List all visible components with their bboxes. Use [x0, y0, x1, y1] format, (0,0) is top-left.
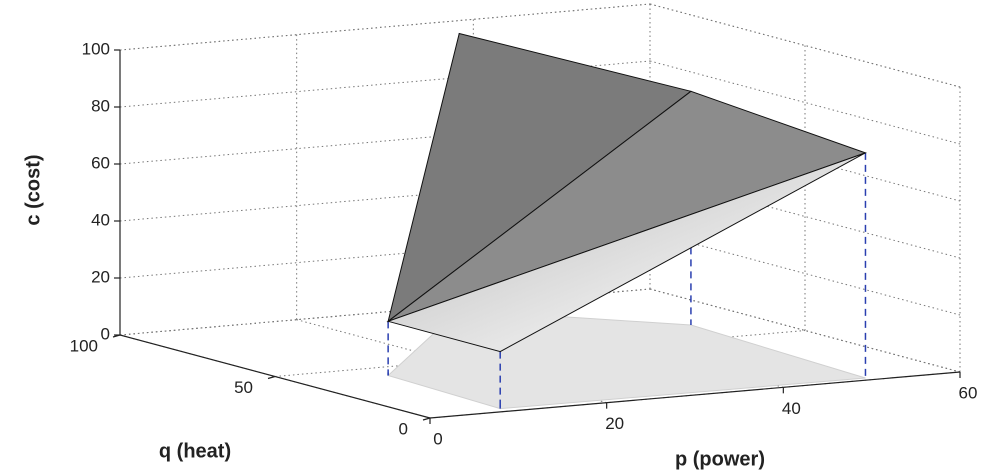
z-tick-label: 80 [91, 96, 110, 115]
z-tick-label: 40 [91, 210, 110, 229]
z-tick-label: 100 [82, 39, 110, 58]
grid-line [119, 3, 651, 51]
tick-mark [267, 375, 276, 380]
x-axis [429, 371, 961, 419]
x-tick-label: 60 [959, 383, 978, 402]
y-axis-label: q (heat) [159, 440, 231, 462]
z-axis-label: c (cost) [22, 154, 44, 225]
y-tick-label: 50 [234, 378, 253, 397]
grid-line [119, 60, 651, 108]
y-tick-label: 100 [70, 336, 98, 355]
x-axis-label: p (power) [675, 448, 765, 470]
grid-line [119, 231, 651, 279]
y-tick-label: 0 [399, 419, 408, 438]
tick-mark [422, 417, 431, 421]
x-tick-label: 0 [433, 429, 442, 448]
surface-face [386, 152, 866, 353]
grid-line [119, 117, 651, 165]
x-tick-label: 20 [605, 414, 624, 433]
z-tick-label: 60 [91, 153, 110, 172]
z-tick-label: 20 [91, 267, 110, 286]
z-tick-label: 0 [101, 324, 110, 343]
grid-line [119, 288, 651, 336]
y-axis [119, 334, 431, 419]
grid-line [119, 174, 651, 222]
x-tick-label: 40 [782, 399, 801, 418]
